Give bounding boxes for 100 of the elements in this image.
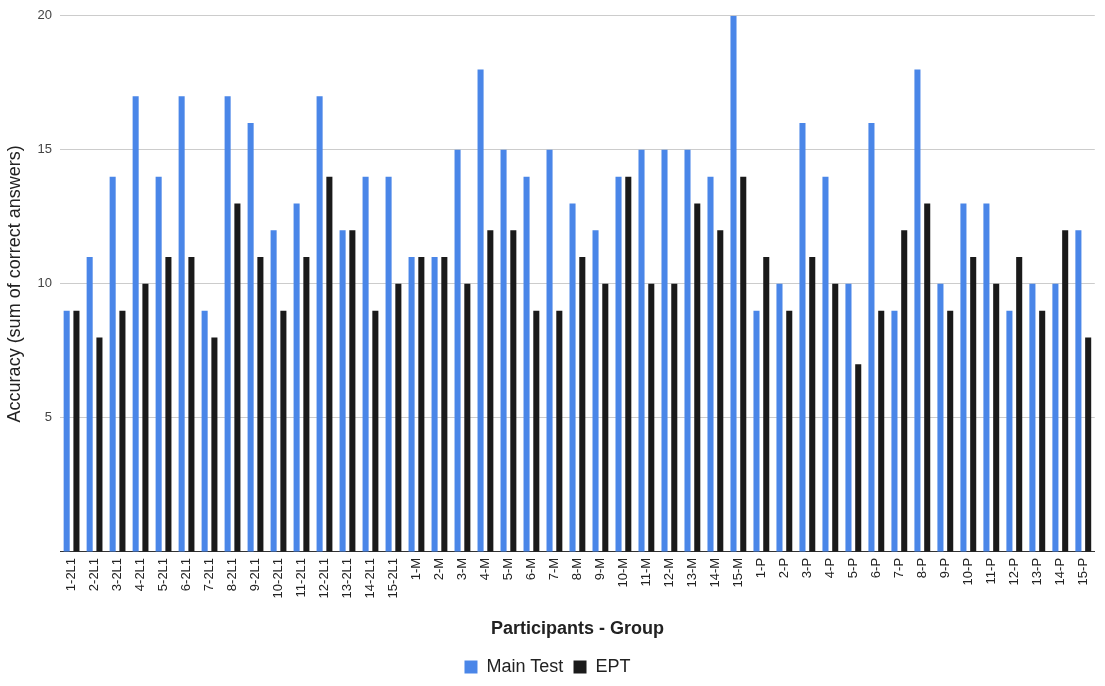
bar — [441, 257, 448, 552]
bar — [914, 69, 921, 552]
bar — [326, 176, 333, 552]
x-tick-label: 11-M — [637, 557, 653, 587]
y-axis-title: Accuracy (sum of correct answers) — [3, 145, 24, 423]
x-tick-label: 15-P — [1074, 557, 1090, 586]
bar — [211, 337, 218, 552]
bar — [178, 96, 185, 552]
x-tick-label: 13-M — [683, 557, 699, 588]
x-tick-label: 9-M — [591, 557, 607, 581]
x-tick-label: 8-P — [913, 557, 929, 579]
bar — [464, 283, 471, 552]
bar — [477, 69, 484, 552]
bar — [776, 283, 783, 552]
bar — [740, 176, 747, 552]
bar — [165, 257, 172, 552]
x-tick-label: 2-M — [431, 557, 447, 581]
bar — [924, 203, 931, 552]
bar — [142, 283, 149, 552]
x-tick-label: 1-P — [752, 557, 768, 579]
bar — [671, 283, 678, 552]
x-tick-label: 6-2L1 — [178, 557, 194, 592]
bar — [602, 283, 609, 552]
bar — [109, 176, 116, 552]
x-axis-title: Participants - Group — [490, 618, 664, 639]
bar — [960, 203, 967, 552]
bar — [270, 230, 277, 552]
y-tick-label: 20 — [37, 7, 53, 23]
x-tick-label: 1-2L1 — [63, 557, 79, 592]
x-tick-label: 13-P — [1028, 557, 1044, 586]
bar — [891, 310, 898, 552]
bar — [1085, 337, 1092, 552]
bar — [247, 123, 254, 552]
bar — [717, 230, 724, 552]
x-tick-label: 5-P — [844, 557, 860, 579]
x-tick-label: 14-M — [706, 557, 722, 588]
bar — [579, 257, 586, 552]
x-tick-label: 12-M — [660, 557, 676, 588]
bar — [372, 310, 379, 552]
bar — [234, 203, 241, 552]
bar — [592, 230, 599, 552]
x-tick-label: 7-P — [890, 557, 906, 579]
x-tick-label: 11-2L1 — [293, 557, 309, 598]
bar — [799, 123, 806, 552]
bar — [832, 283, 839, 552]
bar — [523, 176, 530, 552]
legend-label: EPT — [595, 655, 631, 676]
bar — [86, 257, 93, 552]
bar — [132, 96, 139, 552]
bar — [684, 149, 691, 552]
bar — [1052, 283, 1059, 552]
x-tick-label: 11-P — [982, 557, 998, 585]
x-tick-label: 2-P — [775, 557, 791, 579]
bar — [303, 257, 310, 552]
x-tick-label: 3-2L1 — [109, 557, 125, 592]
x-tick-label: 14-P — [1051, 557, 1067, 586]
x-tick-label: 3-M — [454, 557, 470, 581]
bar — [431, 257, 438, 552]
y-tick-label: 15 — [37, 141, 53, 157]
x-tick-label: 4-P — [821, 557, 837, 579]
x-tick-label: 8-2L1 — [224, 557, 240, 592]
bar — [119, 310, 126, 552]
bar — [155, 176, 162, 552]
bar — [201, 310, 208, 552]
bar — [694, 203, 701, 552]
y-tick-label: 5 — [44, 409, 53, 425]
x-tick-label: 10-2L1 — [270, 557, 286, 599]
bar — [753, 310, 760, 552]
bar — [556, 310, 563, 552]
x-tick-label: 10-P — [959, 557, 975, 586]
y-tick-label: 10 — [37, 275, 53, 291]
x-tick-label: 8-M — [569, 557, 584, 581]
bar — [510, 230, 517, 552]
x-tick-label: 7-2L1 — [201, 557, 217, 592]
bar — [385, 176, 392, 552]
bar — [615, 176, 622, 552]
bar — [661, 149, 668, 552]
bar — [786, 310, 793, 552]
bar — [707, 176, 714, 552]
x-tick-label: 4-M — [477, 557, 493, 581]
bar — [625, 176, 632, 552]
bar — [1016, 257, 1023, 552]
bar — [1006, 310, 1013, 552]
bar — [188, 257, 195, 552]
bar — [1062, 230, 1069, 552]
bar — [983, 203, 990, 552]
x-tick-label: 12-P — [1005, 557, 1021, 586]
bar — [822, 176, 829, 552]
bar — [638, 149, 645, 552]
bar — [73, 310, 80, 552]
x-tick-label: 15-M — [729, 557, 745, 588]
x-tick-label: 3-P — [798, 557, 814, 579]
bar — [316, 96, 323, 552]
bar — [224, 96, 231, 552]
bar — [648, 283, 655, 552]
bar — [1039, 310, 1046, 552]
bar — [395, 283, 402, 552]
x-tick-label: 6-M — [523, 557, 539, 581]
bar — [947, 310, 954, 552]
bar — [362, 176, 369, 552]
